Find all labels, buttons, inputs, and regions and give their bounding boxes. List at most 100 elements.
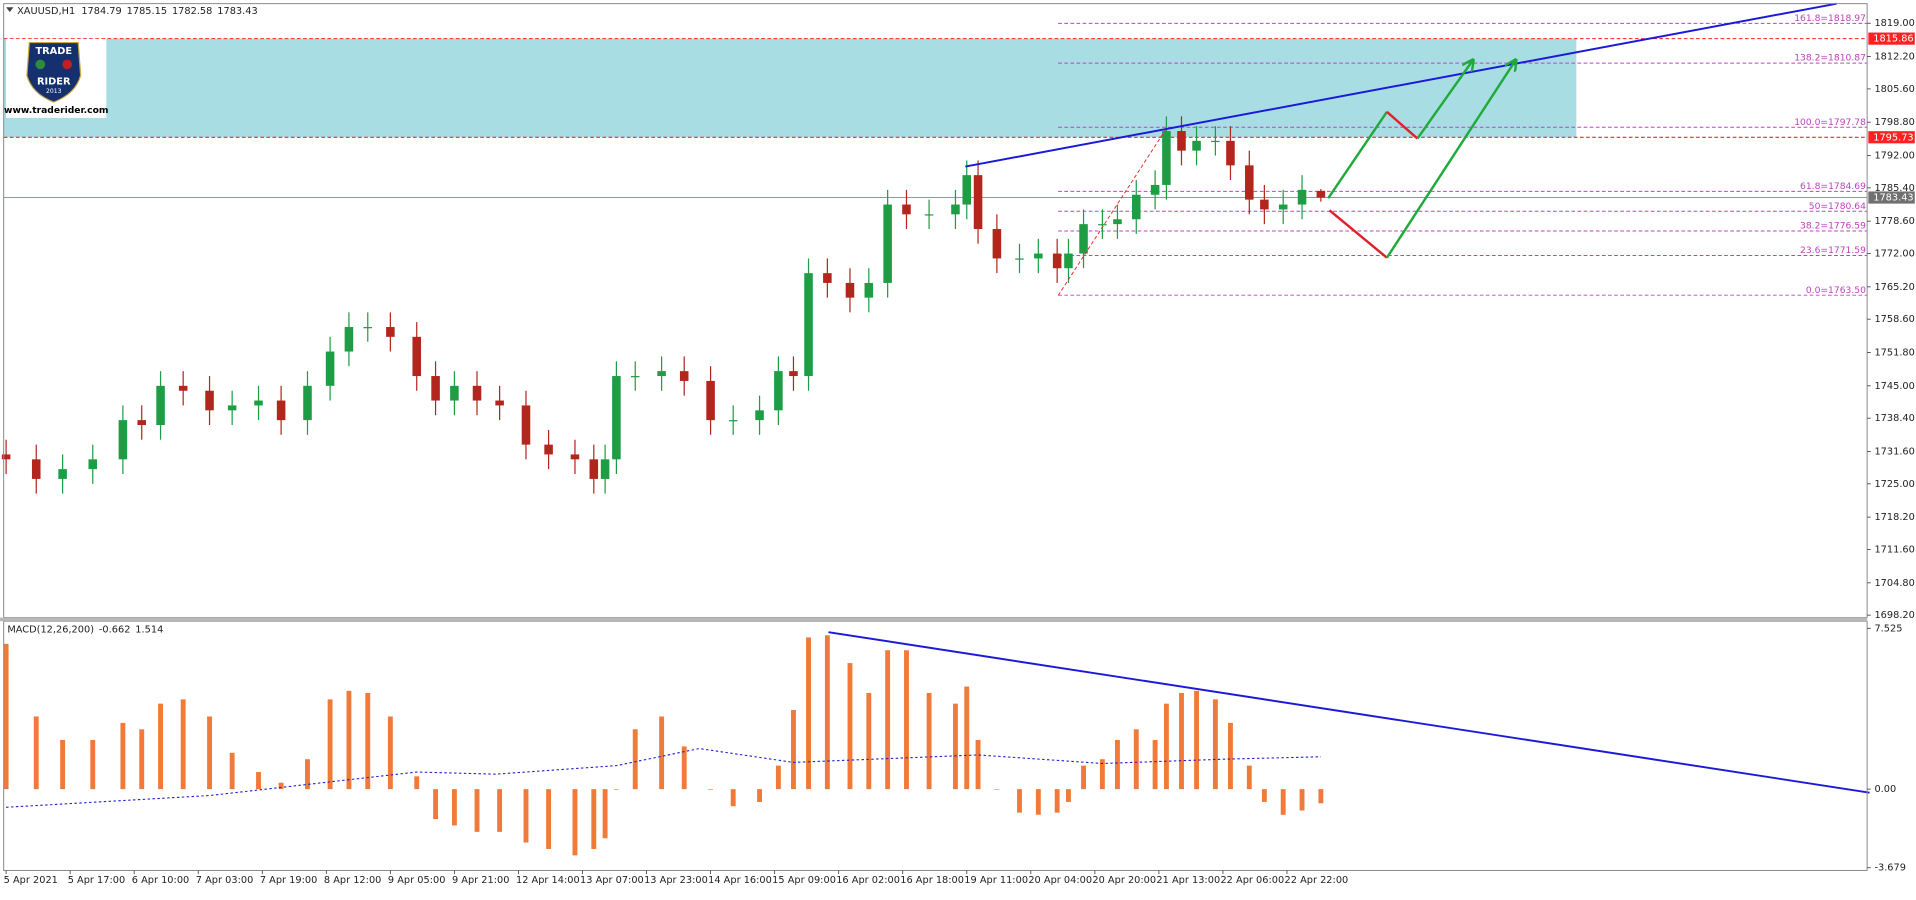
candle-body (864, 282, 874, 298)
price-badge (1868, 191, 1915, 204)
x-tick-label: 6 Apr 10:00 (132, 875, 190, 886)
macd-bar (953, 703, 958, 790)
x-tick-label: 16 Apr 18:00 (900, 875, 964, 886)
macd-bar (591, 789, 597, 849)
candle-body (118, 420, 128, 460)
candle-body (1132, 194, 1141, 220)
fib-label: 38.2=1776.59 (1800, 222, 1866, 232)
candle-body (774, 371, 783, 411)
macd-bar (278, 782, 284, 790)
macd-bar (904, 650, 909, 790)
y-tick-label: -3.679 (1874, 863, 1906, 874)
x-tick-label: 8 Apr 12:00 (324, 875, 382, 886)
candle-body (789, 371, 798, 377)
macd-bar (708, 789, 714, 790)
x-tick-label: 5 Apr 17:00 (68, 875, 126, 886)
macd-bar (180, 699, 186, 790)
candle-body (472, 385, 482, 401)
candle-body (951, 204, 960, 215)
candle-body (962, 175, 972, 205)
y-tick-label: 1704.80 (1874, 578, 1914, 589)
y-tick-label: 1778.60 (1874, 216, 1914, 227)
macd-bar (1261, 789, 1267, 802)
price-label: 1783.43 (1873, 193, 1913, 204)
candle-body (1245, 165, 1254, 200)
macd-bar (433, 789, 439, 820)
y-tick-label: 1792.00 (1874, 151, 1914, 162)
macd-bar (33, 716, 39, 790)
candle-body (570, 454, 580, 460)
resistance-zone (3, 38, 1577, 138)
macd-bar (926, 692, 932, 790)
header: XAUUSD,H1 1784.79 1785.15 1782.58 1783.43 (17, 6, 258, 17)
y-tick-label: 1718.20 (1874, 512, 1914, 523)
candle-body (1150, 184, 1160, 195)
x-tick-label: 21 Apr 13:00 (1156, 875, 1220, 886)
candle-body (495, 400, 504, 406)
fib-label: 23.6=1771.59 (1800, 246, 1866, 256)
y-tick-label: 1751.80 (1874, 348, 1914, 359)
logo-year: 2013 (46, 88, 62, 95)
macd-bar (139, 729, 145, 790)
macd-bar (1081, 765, 1086, 790)
candle-body (156, 385, 165, 426)
macd-bar (256, 772, 261, 790)
y-tick-label: 1698.20 (1874, 610, 1914, 621)
candle-body (657, 371, 666, 377)
macd-bar (3, 643, 9, 790)
macd-bar (572, 789, 578, 856)
macd-bar (497, 789, 503, 832)
candle-body (612, 376, 621, 460)
candle-body (845, 282, 855, 298)
y-tick-label: 1785.40 (1874, 183, 1914, 194)
menu-arrow[interactable] (6, 7, 14, 13)
macd-bar (523, 789, 529, 843)
candle-body (31, 459, 41, 479)
macd-bar (1152, 739, 1158, 790)
macd-bar (60, 739, 66, 790)
macd-bar (806, 637, 811, 790)
macd-bar (1114, 739, 1120, 790)
candle-body (823, 273, 832, 283)
macd-bar (1179, 692, 1184, 790)
macd-bar (1035, 789, 1041, 815)
logo-icon (62, 59, 73, 70)
y-tick-label: 1819.00 (1874, 18, 1914, 29)
logo: TRADE RIDER 2013 www.traderider.com (4, 38, 108, 118)
macd-bar (791, 710, 796, 790)
x-tick-label: 15 Apr 09:00 (772, 875, 836, 886)
macd-bar (885, 650, 891, 790)
x-tick-label: 7 Apr 19:00 (260, 875, 318, 886)
macd-bar (1318, 789, 1324, 804)
back-layer: 161.8=1818.97 138.2=1810.87 100.0=1797.78 6… (3, 14, 1868, 296)
macd-bar (1194, 690, 1199, 790)
logo-shield (26, 41, 82, 103)
logo-text: TRADE (35, 46, 72, 57)
macd-bar (1066, 789, 1071, 802)
x-tick-label: 22 Apr 22:00 (1285, 875, 1349, 886)
candle-body (902, 204, 911, 215)
candle-body (1226, 140, 1235, 166)
level-label: 1795.73 (1873, 132, 1913, 143)
macd-bar (1099, 759, 1105, 790)
macd-bar (1017, 789, 1022, 813)
fib-label: 161.8=1818.97 (1794, 14, 1866, 24)
candle-body (1113, 219, 1122, 225)
candle-body (1034, 253, 1043, 259)
macd-bar (546, 789, 552, 849)
candle-body (1064, 253, 1073, 269)
projection-down (1386, 110, 1419, 140)
y-tick-label: 1805.60 (1874, 84, 1914, 95)
fib-label: 61.8=1784.69 (1800, 182, 1866, 192)
candle-body (804, 273, 813, 377)
fib-label: 0.0=1763.50 (1806, 286, 1866, 296)
macd-bar (847, 663, 853, 790)
y-tick-label: 1738.40 (1874, 413, 1914, 424)
candle-body (600, 459, 610, 479)
fib-label: 50=1780.64 (1809, 202, 1866, 212)
macd-bar (387, 716, 393, 790)
candle-body (1297, 189, 1307, 205)
macd-bar (1054, 789, 1060, 813)
